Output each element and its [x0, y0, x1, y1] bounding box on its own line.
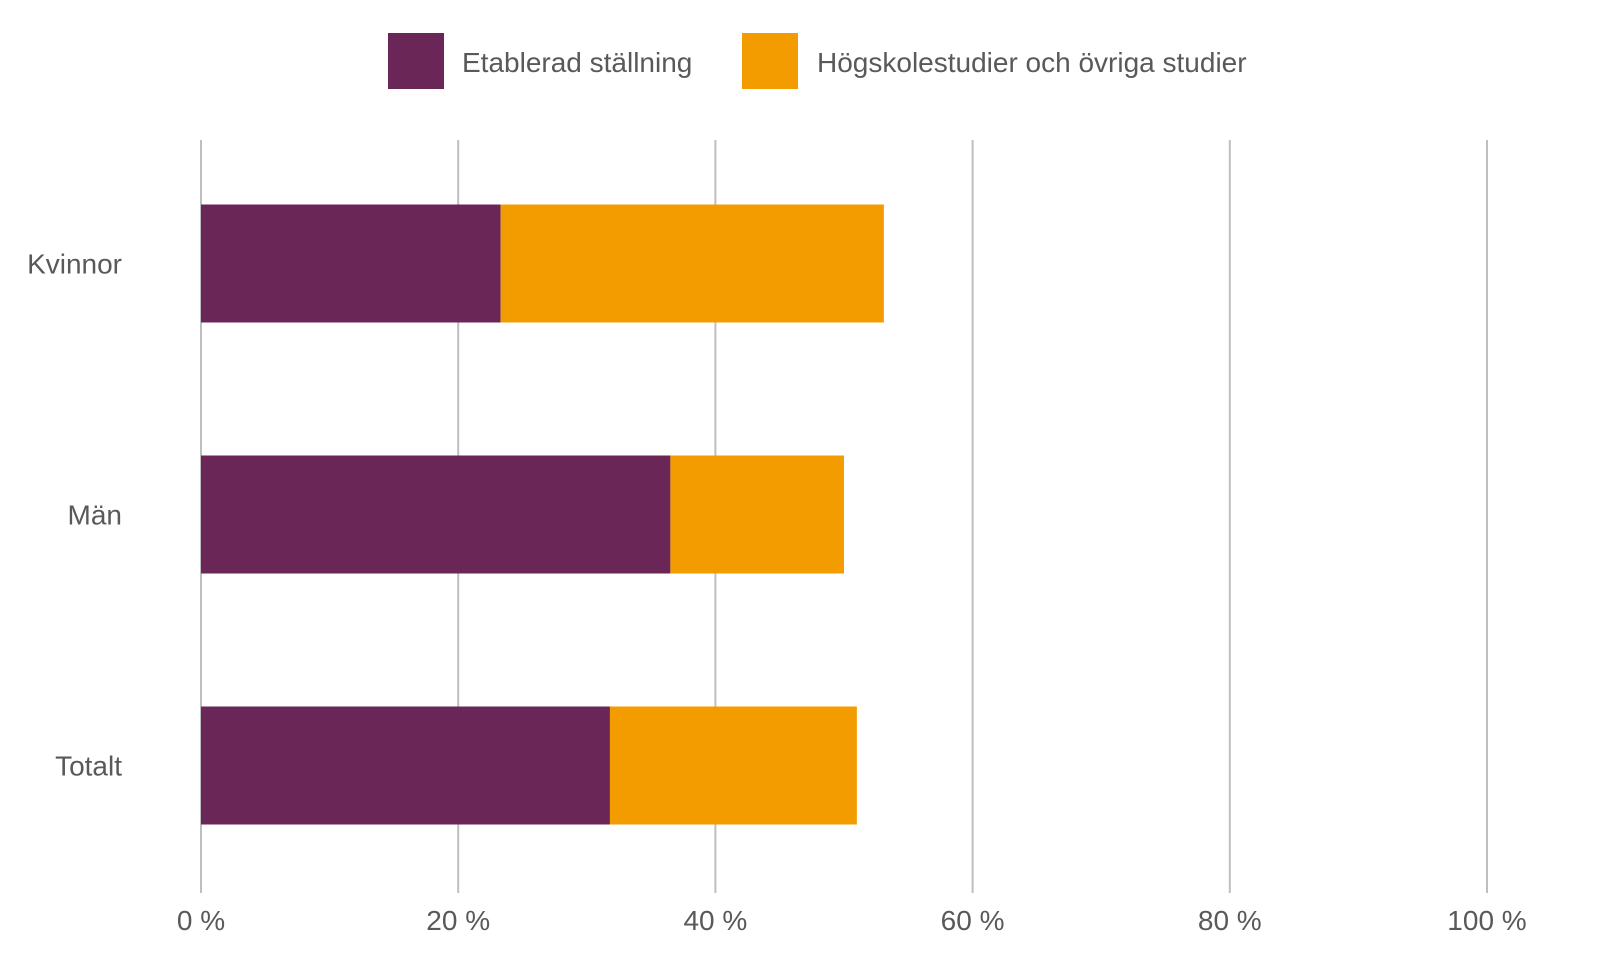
x-tick-label: 20 % — [426, 905, 490, 936]
category-label: Män — [68, 500, 122, 531]
legend-label-etablerad: Etablerad ställning — [462, 47, 692, 78]
legend: Etablerad ställning Högskolestudier och … — [388, 33, 1247, 89]
bar-män-series-1 — [670, 455, 844, 574]
x-tick-label: 0 % — [177, 905, 225, 936]
bar-totalt-series-1 — [609, 706, 857, 825]
x-tick-label: 60 % — [941, 905, 1005, 936]
x-tick-label: 80 % — [1198, 905, 1262, 936]
legend-label-hogskolestudier: Högskolestudier och övriga studier — [817, 47, 1247, 78]
bar-kvinnor-series-0 — [201, 204, 501, 323]
bars — [201, 204, 884, 825]
category-label: Kvinnor — [27, 249, 122, 280]
legend-swatch-hogskolestudier — [742, 33, 798, 89]
bar-kvinnor-series-1 — [500, 204, 884, 323]
bar-totalt-series-0 — [201, 706, 610, 825]
category-labels: Kvinnor Män Totalt — [27, 249, 122, 782]
legend-swatch-etablerad — [388, 33, 444, 89]
bar-män-series-0 — [201, 455, 671, 574]
x-tick-label: 100 % — [1447, 905, 1526, 936]
x-tick-labels: 0 % 20 % 40 % 60 % 80 % 100 % — [177, 905, 1527, 936]
category-label: Totalt — [55, 751, 122, 782]
x-tick-label: 40 % — [683, 905, 747, 936]
